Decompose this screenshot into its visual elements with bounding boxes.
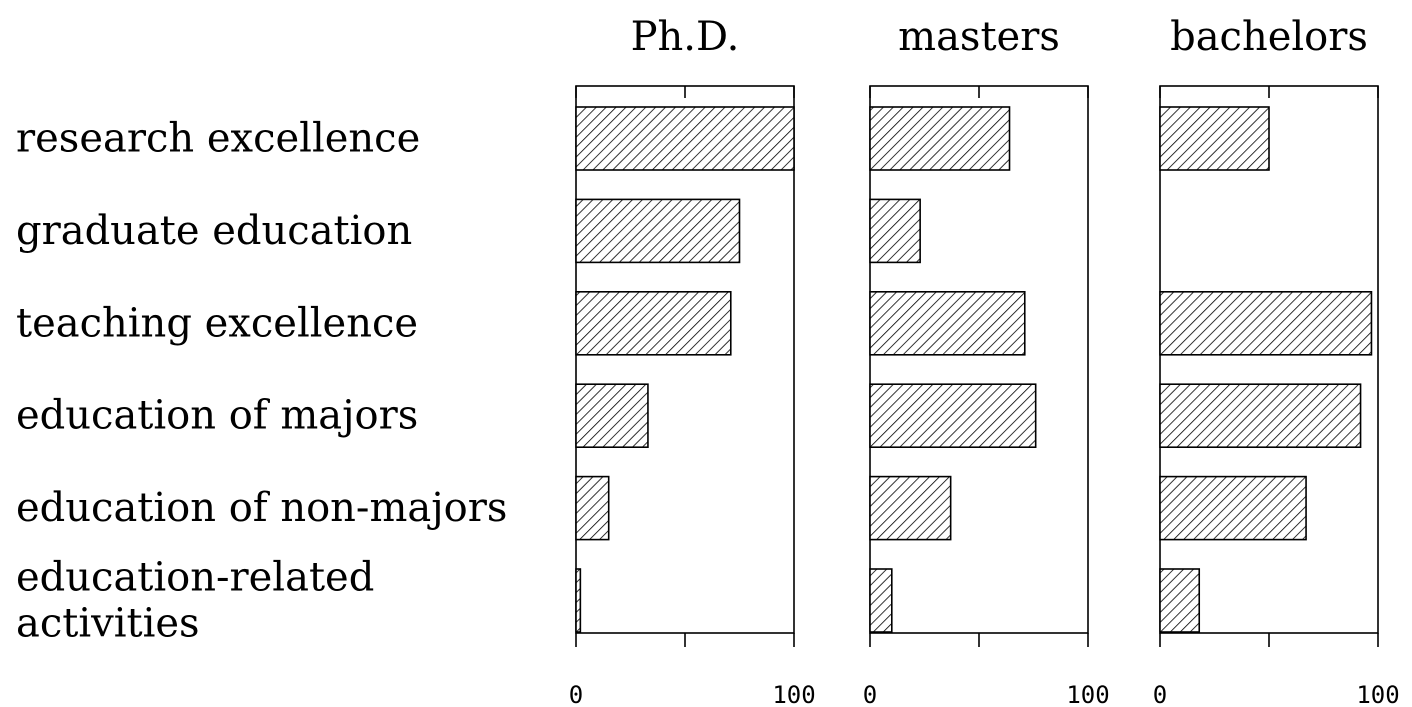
category-label: education of majors	[16, 393, 418, 439]
bar	[1159, 475, 1307, 541]
bar	[869, 475, 952, 541]
tick-label: 100	[1356, 681, 1399, 707]
category-labels: research excellence graduate education tea…	[16, 116, 507, 647]
tick-label: 0	[569, 681, 583, 707]
bar	[1159, 568, 1201, 633]
panel: masters 0 100	[863, 14, 1110, 707]
panel: Ph.D. 0 100	[569, 14, 816, 707]
panel-title: bachelors	[1170, 14, 1368, 60]
bar	[1159, 106, 1270, 171]
tick-label: 0	[1153, 681, 1167, 707]
panel-title: masters	[898, 14, 1060, 60]
category-label: teaching excellence	[16, 300, 418, 346]
bar	[869, 290, 1026, 356]
bar	[869, 106, 1011, 171]
bar	[869, 198, 921, 264]
bar	[575, 290, 732, 356]
bar	[869, 568, 893, 633]
category-label: graduate education	[16, 208, 412, 254]
tick-label: 100	[1066, 681, 1109, 707]
category-label: education of non-majors	[16, 485, 507, 531]
bar	[1159, 383, 1362, 449]
panels: Ph.D. 0 100 masters 0 100 bachelors 0 100	[569, 14, 1400, 707]
bar	[575, 198, 741, 264]
bar	[575, 383, 649, 449]
category-label: research excellence	[16, 116, 420, 162]
bar	[1159, 290, 1373, 356]
tick-label: 0	[863, 681, 877, 707]
panel: bachelors 0 100	[1153, 14, 1400, 707]
bar	[575, 475, 610, 541]
tick-label: 100	[772, 681, 815, 707]
category-label: activities	[16, 601, 200, 647]
panel-title: Ph.D.	[631, 14, 740, 60]
bar	[575, 106, 795, 171]
category-label: education-related	[16, 555, 374, 601]
bar	[575, 568, 582, 633]
bar	[869, 383, 1037, 449]
